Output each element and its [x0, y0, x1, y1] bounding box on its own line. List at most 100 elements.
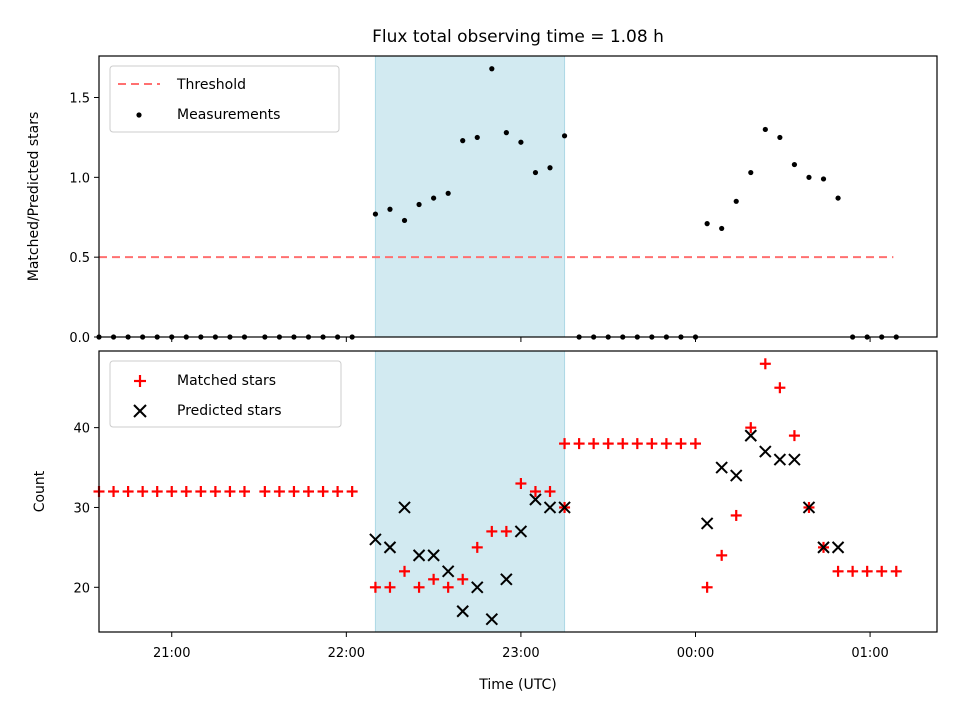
measurement-point: [791, 161, 798, 168]
measurement-point: [704, 221, 710, 227]
top-y-tick-label: 0.5: [69, 251, 90, 266]
predicted-star-marker: [369, 533, 382, 546]
matched-star-marker: [259, 486, 271, 497]
predicted-marker-b: [744, 429, 757, 442]
legend-matched-swatch: [134, 375, 146, 387]
predicted-star-marker: [558, 501, 571, 514]
matched-star-marker: [486, 525, 498, 537]
x-tick-label: 23:00: [502, 646, 539, 661]
legend-predicted-swatch: [133, 404, 147, 418]
predicted-marker-b: [715, 461, 728, 474]
matched-star-marker: [847, 565, 859, 577]
matched-star-marker: [428, 573, 440, 585]
matched-star-marker: [457, 573, 469, 585]
predicted-marker-b: [398, 501, 411, 514]
measurement-point: [460, 138, 466, 144]
measurement-point: [820, 176, 827, 182]
measurement-point: [748, 169, 754, 176]
predicted-marker-b: [383, 541, 397, 554]
predicted-marker-b: [514, 525, 528, 538]
measurement-point: [719, 225, 725, 232]
chart-title: Flux total observing time = 1.08 h: [372, 27, 664, 47]
measurement-point: [518, 139, 524, 145]
measurement-point: [474, 134, 480, 141]
predicted-marker-b: [485, 613, 499, 626]
top-y-tick-label: 1.0: [69, 171, 90, 186]
matched-star-marker: [384, 581, 396, 593]
measurement-point: [503, 130, 509, 136]
predicted-star-marker: [700, 517, 714, 530]
matched-star-marker: [631, 438, 643, 450]
top-y-tick-label: 0.0: [69, 331, 90, 346]
matched-star-marker: [890, 565, 902, 577]
matched-star-marker: [646, 438, 658, 450]
matched-star-marker: [442, 581, 454, 593]
measurement-point: [561, 133, 568, 139]
bottom-legend-box: [109, 360, 342, 428]
matched-star-marker: [369, 581, 381, 593]
predicted-star-marker: [514, 525, 528, 538]
predicted-marker-b: [700, 517, 714, 530]
x-tick-label: 22:00: [328, 646, 365, 661]
measurement-point: [372, 211, 379, 217]
matched-star-marker: [675, 438, 687, 450]
matched-star-marker: [413, 581, 425, 593]
measurement-point: [416, 201, 422, 208]
predicted-marker-b: [441, 565, 455, 578]
bottom-legend: Matched stars Predicted stars: [109, 360, 342, 428]
predicted-marker-b: [471, 581, 484, 594]
matched-star-marker: [108, 486, 120, 497]
x-tick-label: 00:00: [677, 646, 714, 661]
matched-star-marker: [745, 422, 757, 434]
matched-star-marker: [529, 486, 541, 497]
predicted-star-marker: [744, 429, 757, 442]
matched-star-marker: [303, 486, 314, 497]
measurement-point: [532, 169, 539, 176]
matched-star-marker: [774, 382, 786, 394]
top-legend: Threshold Measurements: [109, 65, 340, 133]
measurement-point: [489, 66, 495, 72]
predicted-star-marker: [759, 445, 772, 458]
matched-star-marker: [195, 486, 207, 497]
predicted-marker-b: [759, 445, 772, 458]
bottom-y-tick-label: 40: [73, 422, 90, 437]
predicted-marker-b: [427, 549, 440, 562]
matched-star-marker: [273, 486, 285, 497]
predicted-marker-b: [558, 501, 571, 514]
predicted-star-marker: [485, 613, 499, 626]
predicted-marker-b: [529, 493, 542, 506]
matched-star-marker: [180, 486, 192, 497]
predicted-star-marker: [831, 541, 845, 554]
predicted-marker-b: [817, 541, 830, 554]
bottom-panel: 20 30 40 21:00 22:00 23:00 00:00 01:00 Count T…: [32, 350, 938, 693]
matched-star-marker: [759, 358, 771, 370]
matched-star-marker: [660, 438, 672, 450]
matched-star-marker: [166, 486, 178, 497]
matched-star-marker: [399, 565, 411, 577]
matched-star-marker: [701, 581, 713, 593]
matched-star-marker: [238, 486, 250, 497]
matched-star-marker: [209, 486, 221, 497]
predicted-star-marker: [730, 469, 743, 482]
measurement-point: [445, 190, 451, 196]
top-y-tick-label: 1.5: [69, 92, 90, 107]
matched-star-marker: [730, 509, 742, 521]
measurement-point: [806, 174, 812, 180]
top-legend-box: [109, 65, 340, 133]
legend-measurements-label: Measurements: [177, 107, 280, 123]
predicted-star-marker: [529, 493, 542, 506]
matched-star-marker: [876, 565, 888, 577]
predicted-star-marker: [500, 573, 513, 586]
matched-star-marker: [602, 438, 614, 450]
measurement-point: [401, 217, 408, 224]
predicted-star-marker: [543, 501, 557, 514]
top-panel: 0.0 0.5 1.0 1.5 Matched/Predicted stars Thr…: [26, 55, 938, 346]
predicted-star-marker: [383, 541, 397, 554]
matched-star-marker: [716, 549, 728, 561]
measurement-point: [733, 198, 739, 204]
matched-star-marker: [588, 438, 600, 450]
predicted-marker-b: [788, 453, 801, 466]
bottom-y-axis-label: Count: [32, 470, 48, 512]
matched-star-marker: [137, 486, 149, 497]
